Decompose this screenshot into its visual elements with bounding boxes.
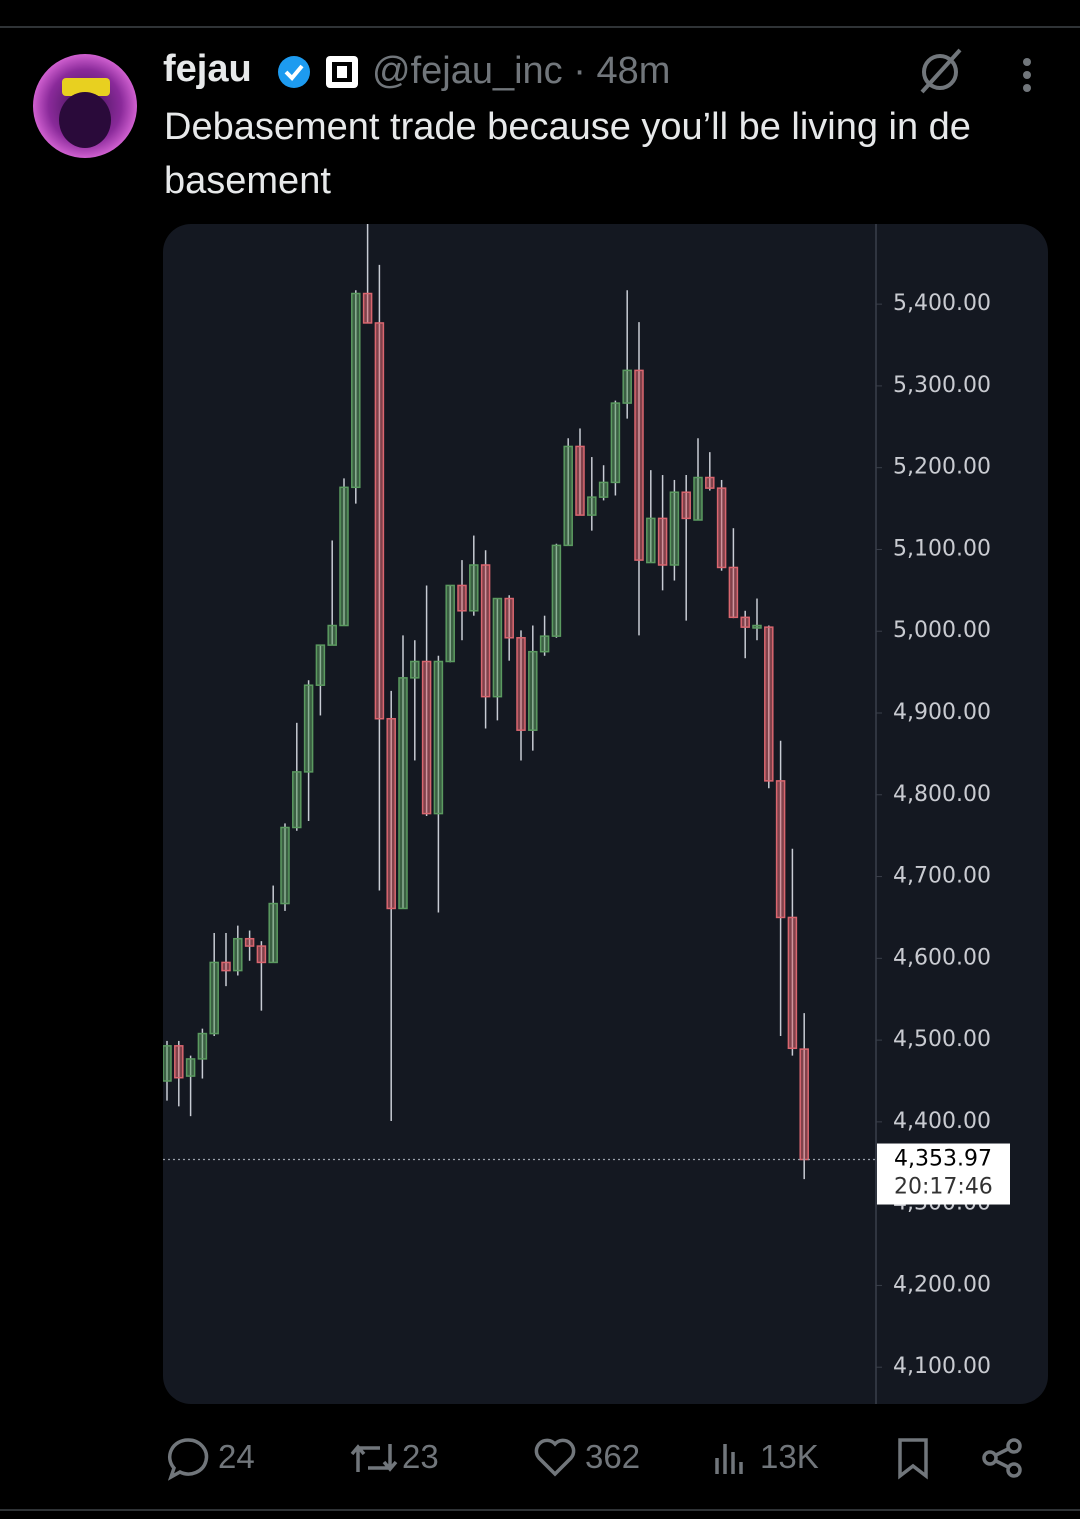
- candle-body: [327, 624, 337, 646]
- candle-body: [374, 322, 385, 720]
- candle-body: [693, 476, 703, 521]
- repost-count[interactable]: 23: [402, 1438, 439, 1475]
- plot: [163, 224, 876, 1180]
- bookmark-icon[interactable]: [898, 1438, 928, 1480]
- candle-body: [610, 402, 621, 484]
- y-tick-label: 5,200.00: [893, 455, 991, 480]
- candle-body: [303, 684, 314, 773]
- y-tick-label: 5,300.00: [893, 373, 991, 398]
- y-tick-label: 5,000.00: [893, 618, 991, 643]
- y-tick-label: 4,200.00: [893, 1272, 991, 1297]
- candle-body: [563, 445, 573, 547]
- candle-body: [622, 369, 632, 404]
- candle-body: [539, 635, 550, 653]
- candle-body: [362, 292, 373, 324]
- candle-body: [292, 771, 302, 829]
- candle-body: [433, 660, 444, 815]
- candle-body: [705, 476, 715, 489]
- candle-body: [445, 584, 455, 663]
- candle-body: [504, 597, 514, 639]
- separator: ·: [573, 50, 586, 92]
- grok-icon[interactable]: [920, 48, 962, 94]
- candle-body: [268, 902, 278, 964]
- post-meta: @fejau_inc · 48m: [372, 50, 670, 93]
- candle-body: [256, 945, 267, 964]
- candle-body: [634, 369, 644, 561]
- reply-count[interactable]: 24: [218, 1438, 255, 1475]
- y-tick-label: 5,100.00: [893, 536, 991, 561]
- y-tick-label: 4,400.00: [893, 1109, 991, 1134]
- y-tick-label: 4,500.00: [893, 1027, 991, 1052]
- y-tick-label: 4,800.00: [893, 782, 991, 807]
- candle-body: [728, 566, 739, 619]
- candle-body: [657, 517, 668, 566]
- candle-body: [492, 597, 503, 698]
- candle-body: [457, 584, 467, 612]
- last-price-box: [877, 1143, 1010, 1205]
- candle-body: [469, 564, 479, 612]
- candle-body: [386, 717, 396, 910]
- candle-body: [280, 826, 290, 905]
- y-tick-label: 4,600.00: [893, 945, 991, 970]
- last-price-label: 4,353.97: [894, 1147, 992, 1172]
- candle-body: [775, 780, 786, 919]
- more-menu[interactable]: [1023, 58, 1031, 92]
- chart[interactable]: 4,100.004,200.004,300.004,400.004,500.00…: [163, 224, 1048, 1404]
- reply-icon[interactable]: [167, 1438, 209, 1481]
- candle-body: [681, 491, 691, 520]
- repost-icon[interactable]: [350, 1444, 398, 1472]
- post-text: Debasement trade because you’ll be livin…: [164, 106, 971, 202]
- candle-body: [398, 677, 408, 910]
- countdown-label: 20:17:46: [894, 1175, 993, 1200]
- candle-body: [174, 1045, 184, 1079]
- like-count[interactable]: 362: [585, 1438, 641, 1475]
- candle-body: [752, 624, 762, 629]
- candle-body: [551, 544, 562, 637]
- y-tick-label: 4,700.00: [893, 864, 991, 889]
- candle-body: [339, 486, 349, 627]
- candle-body: [163, 1045, 172, 1082]
- view-count[interactable]: 13K: [760, 1438, 819, 1475]
- candle-body: [197, 1032, 208, 1060]
- candle-body: [480, 564, 491, 698]
- candle-body: [516, 637, 526, 731]
- candle-body: [351, 292, 361, 489]
- candle-body: [410, 660, 420, 679]
- candle-body: [315, 644, 326, 686]
- candle-body: [669, 491, 680, 566]
- candle-body: [421, 660, 432, 815]
- candle-body: [764, 626, 774, 782]
- candle-body: [233, 937, 243, 972]
- candle-body: [185, 1058, 196, 1077]
- candle-body: [528, 650, 538, 731]
- candle-body: [716, 487, 727, 569]
- candle-body: [587, 496, 597, 516]
- candle-body: [209, 961, 219, 1035]
- like-icon[interactable]: [534, 1438, 576, 1477]
- candle-body: [244, 937, 255, 947]
- candle-body: [799, 1048, 809, 1161]
- candle-body: [740, 616, 750, 628]
- avatar[interactable]: [33, 54, 137, 158]
- candle-body: [221, 961, 231, 972]
- candle-body: [646, 517, 656, 564]
- candle-body: [598, 481, 609, 498]
- chart-background: [163, 224, 1048, 1404]
- display-name[interactable]: fejau: [163, 48, 252, 90]
- candle-body: [575, 445, 585, 516]
- candle-body: [787, 916, 798, 1050]
- handle[interactable]: @fejau_inc: [372, 50, 563, 92]
- share-icon[interactable]: [982, 1438, 1022, 1478]
- affiliate-badge[interactable]: [326, 56, 358, 88]
- timestamp[interactable]: 48m: [596, 50, 671, 92]
- verified-badge: [278, 56, 310, 88]
- views-icon[interactable]: [715, 1444, 743, 1474]
- y-tick-label: 4,100.00: [893, 1354, 991, 1379]
- y-tick-label: 4,900.00: [893, 700, 991, 725]
- y-tick-label: 5,400.00: [893, 291, 991, 316]
